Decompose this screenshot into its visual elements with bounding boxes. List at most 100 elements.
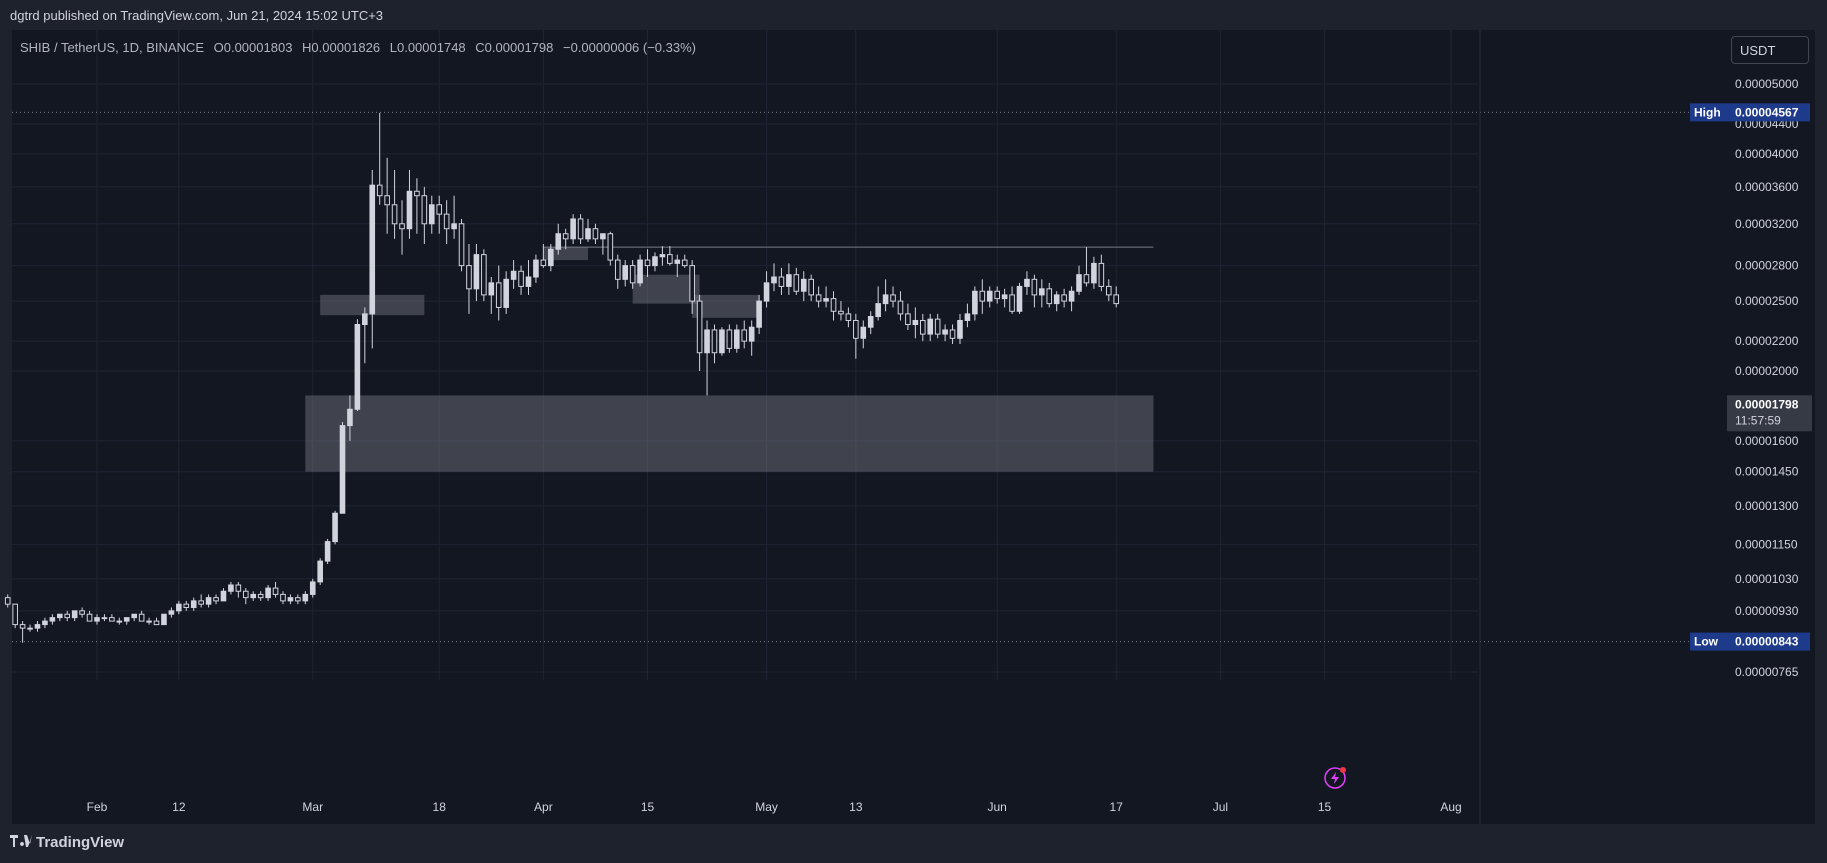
candle-body-down xyxy=(592,228,599,240)
candle-body-down xyxy=(376,184,383,197)
published-header: dgtrd published on TradingView.com, Jun … xyxy=(10,8,384,23)
candle-body-up xyxy=(317,560,323,583)
candle-body-up xyxy=(205,597,212,605)
candle-body-up xyxy=(168,610,175,615)
candle-body-down xyxy=(138,613,145,622)
candle-body-up xyxy=(875,303,881,318)
candle-body-down xyxy=(949,329,956,339)
candle-body-up xyxy=(49,617,56,622)
candle-body-up xyxy=(339,425,346,514)
y-tick-label: 0.00004000 xyxy=(1735,147,1799,161)
candle-body-up xyxy=(347,408,353,427)
y-tick-label: 0.00001150 xyxy=(1735,537,1798,551)
y-tick-label: 0.00001450 xyxy=(1735,465,1799,479)
candle-body-up xyxy=(800,278,807,292)
candle-body-up xyxy=(786,274,792,287)
candle-body-down xyxy=(1046,288,1053,305)
candle-body-up xyxy=(34,624,41,629)
low-value: 0.00000843 xyxy=(1735,635,1799,649)
candle-body-down xyxy=(443,213,450,230)
y-tick-label: 0.00002200 xyxy=(1735,334,1799,348)
candle-body-up xyxy=(719,329,725,354)
candle-body-up xyxy=(71,610,78,619)
candle-body-down xyxy=(399,223,405,230)
candle-body-down xyxy=(198,600,204,605)
candle-body-up xyxy=(451,223,457,230)
symbol-name[interactable]: SHIB / TetherUS, 1D, BINANCE xyxy=(20,40,204,55)
candle-body-up xyxy=(428,204,435,225)
candle-body-up xyxy=(1076,274,1082,292)
candle-body-up xyxy=(570,218,576,240)
currency-button[interactable]: USDT xyxy=(1731,36,1809,64)
candle-body-up xyxy=(228,584,234,592)
candle-body-up xyxy=(57,613,63,619)
candle-body-down xyxy=(1061,294,1067,302)
candle-body-down xyxy=(562,233,569,240)
low-label: Low xyxy=(1694,635,1719,649)
candle-body-down xyxy=(614,259,621,280)
candle-body-down xyxy=(1113,294,1120,305)
x-tick-label: 15 xyxy=(641,800,655,814)
y-tick-label: 0.00000930 xyxy=(1735,604,1799,618)
candle-body-up xyxy=(250,593,257,599)
candle-body-down xyxy=(466,265,472,290)
candle-body-up xyxy=(265,587,271,599)
candle-body-down xyxy=(183,603,190,608)
candle-body-down xyxy=(1031,278,1038,296)
candle-body-up xyxy=(220,590,227,602)
candle-body-up xyxy=(912,319,919,326)
candle-body-down xyxy=(667,254,673,264)
candle-body-up xyxy=(332,512,338,543)
ohlc-open: O0.00001803 xyxy=(213,40,293,55)
candle-body-up xyxy=(756,300,762,328)
candle-body-down xyxy=(994,290,1000,300)
candle-body-up xyxy=(324,541,331,562)
candle-body-up xyxy=(957,319,963,339)
candle-body-down xyxy=(421,195,428,225)
candle-body-down xyxy=(890,294,896,302)
candle-body-down xyxy=(607,233,614,261)
candle-body-down xyxy=(838,310,844,315)
candle-body-up xyxy=(600,233,606,240)
candle-body-up xyxy=(942,329,948,335)
candle-body-up xyxy=(555,233,562,250)
candle-body-down xyxy=(414,190,420,197)
candle-body-up xyxy=(704,329,710,354)
candle-body-up xyxy=(585,228,591,240)
candle-body-up xyxy=(488,282,495,296)
low-badge xyxy=(1690,632,1810,651)
candle-body-down xyxy=(644,259,651,267)
candle-body-down xyxy=(4,597,11,605)
y-tick-label: 0.00001600 xyxy=(1735,434,1799,448)
candle-body-down xyxy=(1105,285,1112,296)
candle-body-up xyxy=(637,259,643,284)
candle-body-down xyxy=(919,319,926,335)
candle-body-down xyxy=(213,597,219,602)
y-tick-label: 0.00002000 xyxy=(1735,364,1799,378)
ohlc-change: −0.00000006 (−0.33%) xyxy=(563,40,696,55)
y-tick-label: 0.00002500 xyxy=(1735,294,1799,308)
candle-body-up xyxy=(1001,294,1008,300)
candle-body-down xyxy=(905,313,911,326)
candle-body-down xyxy=(12,603,18,626)
supply-demand-zone xyxy=(305,395,1154,472)
tradingview-logo-icon xyxy=(10,834,32,851)
x-tick-label: Feb xyxy=(87,800,108,814)
candle-body-up xyxy=(1068,290,1075,302)
y-tick-label: 0.00000765 xyxy=(1735,665,1799,679)
candle-body-up xyxy=(860,326,867,339)
candle-body-down xyxy=(391,204,398,225)
candle-body-down xyxy=(778,276,785,287)
high-value: 0.00004567 xyxy=(1735,105,1799,119)
candle-body-up xyxy=(1039,288,1045,296)
x-tick-label: Jul xyxy=(1213,800,1228,814)
candle-body-up xyxy=(503,278,509,308)
footer-brand[interactable]: TradingView xyxy=(10,834,124,851)
candle-body-down xyxy=(979,290,986,302)
candle-body-down xyxy=(280,593,286,602)
candle-body-up xyxy=(525,276,532,287)
candle-body-down xyxy=(808,278,814,296)
x-tick-label: Jun xyxy=(988,800,1007,814)
candle-body-up xyxy=(734,329,740,349)
